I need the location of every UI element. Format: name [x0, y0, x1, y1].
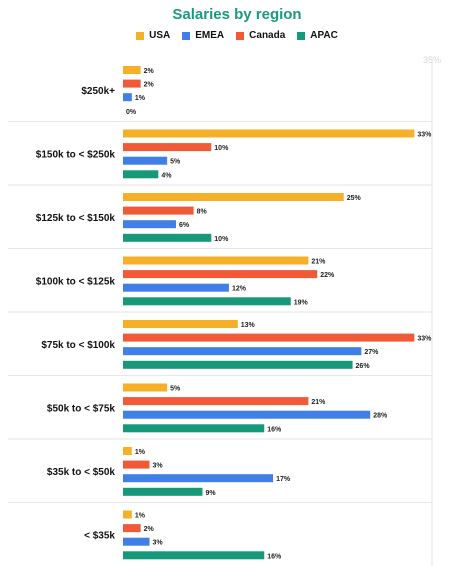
data-label-emea: 5% — [170, 159, 181, 166]
bar-apac — [123, 551, 265, 560]
bar-usa — [123, 320, 238, 328]
bar-usa — [123, 256, 309, 265]
legend-label-usa: USA — [149, 30, 171, 41]
data-label-emea: 27% — [364, 349, 379, 356]
data-label-apac: 16% — [267, 553, 282, 560]
bar-canada — [123, 206, 194, 215]
bar-usa — [123, 383, 168, 392]
data-label-apac: 26% — [356, 363, 371, 370]
legend-label-emea: EMEA — [195, 30, 225, 41]
bar-emea — [123, 347, 362, 356]
legend-swatch-apac — [297, 31, 306, 40]
legend-label-apac: APAC — [310, 30, 338, 41]
data-label-apac: 19% — [294, 299, 309, 306]
bar-apac — [123, 297, 291, 306]
bar-canada — [123, 143, 212, 152]
bar-emea — [123, 93, 132, 102]
bar-emea — [123, 283, 229, 292]
bar-canada — [123, 397, 309, 406]
category-label-100k-to-125k: $100k to < $125k — [36, 276, 116, 287]
legend-swatch-usa — [136, 31, 145, 40]
bar-usa — [123, 447, 132, 455]
legend-swatch-emea — [182, 31, 191, 40]
legend-item-apac: APAC — [297, 30, 338, 41]
data-label-emea: 6% — [179, 222, 190, 229]
legend-item-usa: USA — [136, 30, 170, 41]
bar-emea — [123, 410, 371, 419]
bar-canada — [123, 270, 318, 279]
data-label-apac: 0% — [126, 109, 137, 116]
data-label-canada: 3% — [152, 463, 163, 470]
data-label-usa: 33% — [417, 132, 432, 139]
data-label-emea: 12% — [232, 286, 247, 293]
bar-emea — [123, 220, 176, 229]
bar-canada — [123, 79, 141, 88]
bar-emea — [123, 474, 274, 483]
bar-apac — [123, 170, 159, 179]
bar-usa — [123, 129, 415, 138]
data-label-emea: 17% — [276, 476, 291, 483]
category-label-150k-to-250k: $150k to < $250k — [36, 149, 116, 160]
data-label-canada: 2% — [144, 526, 155, 533]
category-label-125k-to-150k: $125k to < $150k — [36, 213, 116, 224]
data-label-canada: 22% — [320, 272, 335, 279]
data-label-canada: 21% — [311, 399, 326, 406]
bar-canada — [123, 333, 415, 342]
category-label-50k-to-75k: $50k to < $75k — [47, 403, 116, 414]
bar-canada — [123, 524, 141, 533]
legend-swatch-canada — [236, 31, 245, 40]
x-tick-label: 35% — [423, 55, 441, 65]
bar-usa — [123, 193, 344, 201]
bar-usa — [123, 510, 132, 519]
category-label-35k: < $35k — [84, 530, 115, 541]
bar-usa — [123, 66, 141, 74]
data-label-usa: 13% — [241, 322, 256, 329]
data-label-usa: 1% — [135, 513, 146, 520]
bar-canada — [123, 460, 150, 469]
bar-apac — [123, 424, 265, 433]
legend-item-canada: Canada — [236, 30, 285, 41]
legend-item-emea: EMEA — [182, 30, 224, 41]
data-label-usa: 25% — [347, 195, 362, 202]
data-label-usa: 21% — [311, 259, 326, 266]
category-label-250k: $250k+ — [81, 86, 115, 97]
data-label-canada: 2% — [144, 82, 155, 89]
category-label-35k-to-50k: $35k to < $50k — [47, 467, 116, 478]
legend: USA EMEA Canada APAC — [0, 30, 474, 41]
data-label-canada: 10% — [214, 145, 229, 152]
bar-apac — [123, 233, 212, 242]
data-label-canada: 33% — [417, 336, 432, 343]
data-label-apac: 4% — [161, 172, 172, 179]
data-label-apac: 10% — [214, 236, 229, 243]
data-label-emea: 28% — [373, 413, 388, 420]
category-label-75k-to-100k: $75k to < $100k — [41, 340, 115, 351]
legend-label-canada: Canada — [249, 30, 286, 41]
data-label-emea: 1% — [135, 95, 146, 102]
bar-emea — [123, 156, 168, 165]
data-label-emea: 3% — [152, 540, 163, 547]
data-label-apac: 16% — [267, 426, 282, 433]
chart-title: Salaries by region — [172, 6, 302, 23]
bar-apac — [123, 360, 353, 369]
bar-apac — [123, 487, 203, 496]
data-label-apac: 9% — [205, 490, 216, 497]
data-label-usa: 5% — [170, 386, 181, 393]
data-label-canada: 8% — [197, 209, 208, 216]
data-label-usa: 2% — [144, 68, 155, 75]
bar-emea — [123, 537, 150, 546]
data-label-usa: 1% — [135, 449, 146, 456]
